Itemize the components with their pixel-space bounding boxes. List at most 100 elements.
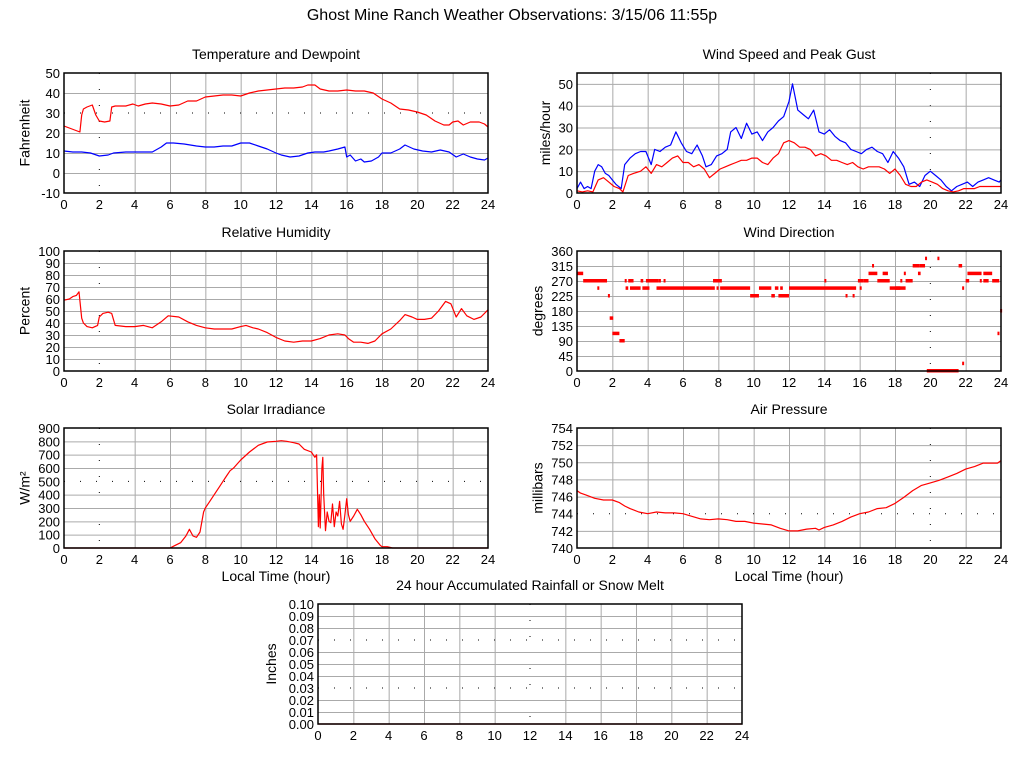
x-tick-label: 14 [817, 197, 831, 212]
y-tick-label: 0 [53, 364, 60, 379]
x-tick-label: 10 [233, 552, 247, 567]
y-axis-label: miles/hour [537, 100, 553, 165]
plot-frame [576, 250, 1002, 372]
x-tick-label: 16 [852, 197, 866, 212]
direction-mark [872, 264, 875, 268]
direction-mark [912, 264, 920, 268]
x-tick-label: 12 [523, 728, 537, 743]
plot-frame [317, 603, 743, 725]
series-line-dewpoint [63, 142, 489, 163]
x-tick-label: 14 [304, 375, 318, 390]
y-tick-label: 0.08 [289, 621, 314, 636]
x-tick-label: 16 [593, 728, 607, 743]
x-tick-label: 14 [817, 375, 831, 390]
x-tick-label: 6 [166, 552, 173, 567]
y-tick-label: 80 [46, 268, 60, 283]
y-tick-label: 746 [551, 490, 573, 505]
y-tick-label: 0.07 [289, 633, 314, 648]
y-tick-label: 900 [38, 421, 60, 436]
direction-mark [917, 271, 921, 276]
x-tick-label: 8 [456, 728, 463, 743]
y-tick-label: 30 [46, 106, 60, 121]
direction-mark [656, 286, 715, 290]
y-tick-label: 20 [559, 142, 573, 157]
y-tick-label: 135 [551, 319, 573, 334]
y-tick-label: 0 [53, 541, 60, 556]
chart-title: Air Pressure [750, 401, 827, 417]
y-tick-label: 70 [46, 280, 60, 295]
x-tick-label: 2 [96, 552, 103, 567]
direction-mark [877, 279, 890, 283]
x-tick-label: 6 [420, 728, 427, 743]
x-tick-label: 20 [410, 197, 424, 212]
direction-mark [925, 256, 928, 261]
x-tick-label: 24 [994, 552, 1008, 567]
y-tick-label: 754 [551, 421, 573, 436]
x-tick-label: 6 [679, 197, 686, 212]
series-line-solar-irradiance [64, 440, 488, 549]
direction-mark [983, 279, 989, 283]
x-tick-label: 18 [888, 375, 902, 390]
chart-title: Relative Humidity [222, 224, 331, 240]
x-tick-label: 2 [609, 552, 616, 567]
x-tick-label: 18 [375, 552, 389, 567]
y-tick-label: 0.04 [289, 669, 314, 684]
y-tick-label: 20 [46, 126, 60, 141]
direction-mark [905, 279, 913, 283]
x-tick-label: 0 [573, 197, 580, 212]
x-tick-label: 0 [60, 552, 67, 567]
y-tick-label: -10 [41, 186, 60, 201]
plot-frame [576, 427, 1002, 549]
direction-mark [895, 286, 906, 290]
x-tick-label: 2 [96, 375, 103, 390]
plot-frame [63, 250, 489, 372]
x-tick-label: 24 [481, 197, 495, 212]
x-tick-label: 22 [958, 197, 972, 212]
direction-mark [778, 294, 789, 298]
x-tick-label: 10 [487, 728, 501, 743]
direction-mark [997, 331, 1000, 336]
direction-mark [868, 271, 878, 276]
direction-mark [713, 279, 722, 283]
direction-mark [965, 279, 970, 283]
x-tick-label: 8 [715, 552, 722, 567]
y-tick-label: 90 [46, 256, 60, 271]
x-tick-label: 8 [715, 375, 722, 390]
x-tick-label: 14 [304, 552, 318, 567]
direction-mark [583, 279, 608, 283]
direction-mark [663, 279, 666, 283]
y-tick-label: 400 [38, 488, 60, 503]
x-tick-label: 16 [339, 197, 353, 212]
direction-mark [720, 286, 751, 290]
x-tick-label: 24 [735, 728, 749, 743]
x-tick-label: 6 [679, 375, 686, 390]
direction-mark [859, 286, 862, 290]
y-tick-label: 360 [551, 244, 573, 259]
x-tick-label: 0 [60, 197, 67, 212]
direction-mark [962, 361, 965, 366]
direction-mark [630, 286, 641, 290]
direction-mark [640, 279, 644, 283]
x-tick-label: 14 [558, 728, 572, 743]
direction-mark [642, 286, 650, 290]
y-axis-label: degrees [530, 286, 546, 337]
x-tick-label: 6 [166, 375, 173, 390]
direction-mark [962, 286, 965, 290]
direction-mark [845, 294, 848, 298]
x-tick-label: 12 [269, 375, 283, 390]
x-tick-label: 12 [782, 552, 796, 567]
direction-mark [992, 279, 1000, 283]
x-tick-label: 8 [202, 552, 209, 567]
x-tick-label: 0 [60, 375, 67, 390]
y-tick-label: 742 [551, 524, 573, 539]
x-tick-label: 18 [888, 197, 902, 212]
direction-mark [577, 271, 584, 276]
x-tick-label: 20 [923, 197, 937, 212]
direction-mark [774, 286, 779, 290]
y-tick-label: 0 [566, 364, 573, 379]
